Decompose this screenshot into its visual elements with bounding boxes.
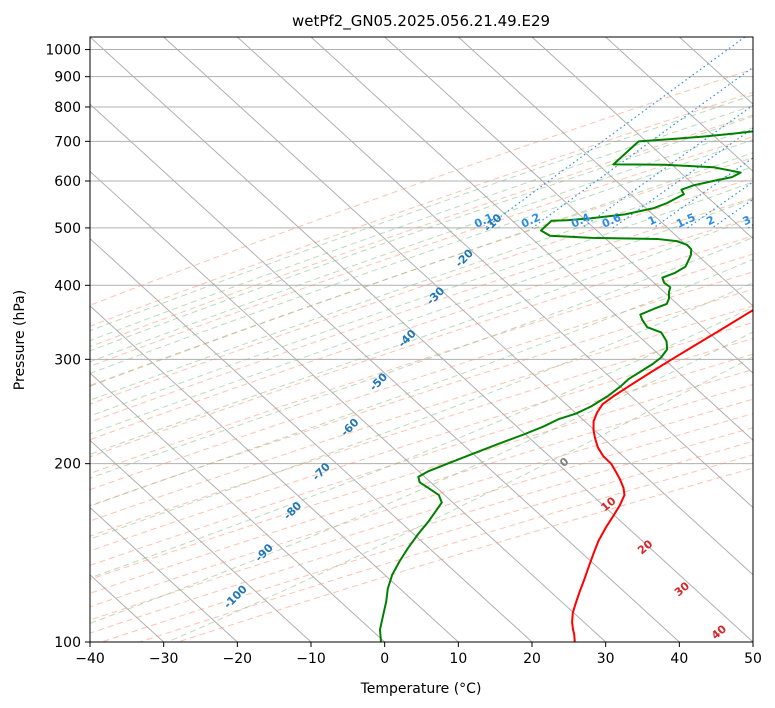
- mixing-ratio-lines: [484, 37, 753, 229]
- isotherm-line: [90, 237, 533, 642]
- skewed-isotherms: [90, 37, 753, 642]
- x-tick-label: 20: [523, 651, 541, 667]
- plot-area: [90, 37, 753, 642]
- y-tick-label: 100: [54, 635, 81, 651]
- temperature-profile-line: [571, 308, 753, 642]
- x-tick-label: 10: [449, 651, 467, 667]
- moist-adiabat-line: [90, 216, 753, 455]
- dry-adiabat-line: [90, 321, 753, 537]
- moist-adiabat-line: [90, 306, 753, 579]
- dry-adiabat-line: [90, 177, 753, 405]
- dry-adiabat-line: [90, 368, 753, 580]
- isotherm-line: [531, 37, 753, 240]
- isotherm-line: [236, 37, 753, 509]
- y-tick-label: 200: [54, 457, 81, 473]
- isotherm-line: [90, 305, 459, 642]
- isotherm-line: [90, 37, 753, 642]
- x-tick-label: 40: [670, 651, 688, 667]
- dry-adiabat-line: [90, 271, 753, 491]
- mixing-ratio-line: [653, 157, 753, 229]
- dry-adiabat-line: [90, 353, 753, 566]
- y-tick-label: 300: [54, 352, 81, 368]
- chart-title: wetPf2_GN05.2025.056.21.49.E29: [292, 12, 550, 31]
- x-tick-label: −30: [149, 651, 179, 667]
- x-tick-label: 50: [744, 651, 762, 667]
- y-tick-label: 1000: [45, 43, 81, 59]
- y-axis-ticks: 1000 900 800 700 600 500 400 300 200 100: [45, 43, 90, 651]
- x-tick-label: −40: [75, 651, 105, 667]
- isotherm-line: [90, 103, 680, 642]
- moist-adiabat-line: [90, 198, 753, 435]
- isotherm-line: [90, 439, 312, 642]
- moist-adiabat-line: [90, 104, 753, 342]
- isotherm-line: [310, 37, 753, 442]
- isotherm-line: [457, 37, 753, 307]
- dewpoint-profile-line: [379, 130, 753, 642]
- x-axis-ticks: −40 −30 −20 −10 0 10 20 30 40 50: [75, 642, 762, 667]
- y-tick-label: 400: [54, 278, 81, 294]
- y-tick-label: 900: [54, 70, 81, 86]
- dry-adiabat-line: [90, 68, 753, 306]
- y-tick-label: 500: [54, 221, 81, 237]
- moist-adiabats: [90, 94, 753, 642]
- moist-adiabat-line: [90, 115, 753, 352]
- isotherm-line: [90, 506, 238, 642]
- x-axis-label: Temperature (°C): [360, 681, 482, 697]
- profile-series: [379, 130, 753, 642]
- dry-adiabat-line: [90, 114, 753, 348]
- plot-frame: [89, 36, 754, 643]
- pressure-gridlines: [90, 49, 753, 642]
- isotherm-line: [90, 372, 386, 642]
- moist-adiabat-line: [90, 181, 753, 417]
- moist-adiabat-line: [90, 166, 753, 401]
- dry-adiabats: [90, 68, 753, 642]
- x-tick-label: 0: [380, 651, 389, 667]
- isotherm-line: [384, 37, 753, 374]
- y-tick-label: 800: [54, 100, 81, 116]
- y-axis-label: Pressure (hPa): [12, 290, 28, 390]
- isotherm-line: [163, 37, 753, 576]
- isotherm-line: [90, 170, 607, 642]
- y-tick-label: 700: [54, 134, 81, 150]
- dry-adiabat-line: [90, 216, 753, 441]
- x-tick-label: −10: [296, 651, 326, 667]
- y-tick-label: 600: [54, 174, 81, 190]
- moist-adiabat-line: [167, 356, 753, 642]
- x-tick-label: 30: [597, 651, 615, 667]
- dry-adiabat-line: [90, 305, 753, 522]
- moist-adiabat-line: [90, 127, 753, 363]
- isotherm-line: [605, 37, 753, 173]
- x-tick-label: −20: [223, 651, 253, 667]
- dry-adiabat-line: [90, 91, 753, 327]
